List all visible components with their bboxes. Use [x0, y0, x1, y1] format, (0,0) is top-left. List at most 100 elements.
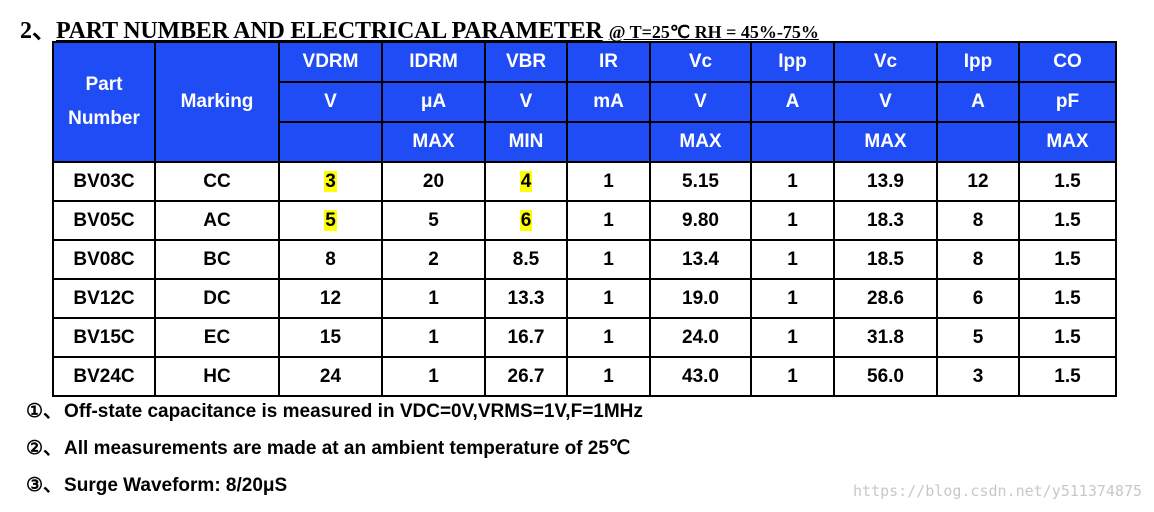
part-number-cell: BV08C	[52, 239, 156, 280]
ipp-cell: 8	[936, 239, 1020, 280]
vbr-cell: 13.3	[484, 278, 568, 319]
co-cell: 1.5	[1018, 317, 1117, 358]
ipp-cell: 8	[936, 200, 1020, 241]
header-param-limit: MAX	[381, 121, 486, 163]
table-row: BV15C EC 15 1 16.7 1 24.0 1 31.8 5 1.5	[52, 317, 1117, 358]
highlighted-value: 3	[324, 170, 337, 192]
ipp-cell: 5	[936, 317, 1020, 358]
vc-cell: 9.80	[649, 200, 752, 241]
marking-cell: EC	[154, 317, 280, 358]
part-number-cell: BV15C	[52, 317, 156, 358]
vc-cell: 5.15	[649, 161, 752, 202]
section-heading: 2、PART NUMBER AND ELECTRICAL PARAMETER @ …	[20, 10, 819, 45]
header-row-names: Part Number Marking VDRM IDRM VBR IR Vc …	[52, 41, 1117, 163]
ir-cell: 1	[566, 278, 651, 319]
header-part-number: Part Number	[52, 41, 156, 163]
vbr-cell: 8.5	[484, 239, 568, 280]
ipp-cell: 1	[750, 239, 835, 280]
vc-cell: 18.5	[833, 239, 938, 280]
header-param-unit: mA	[566, 81, 651, 123]
table-row: BV08C BC 8 2 8.5 1 13.4 1 18.5 8 1.5	[52, 239, 1117, 280]
marking-cell: BC	[154, 239, 280, 280]
co-cell: 1.5	[1018, 278, 1117, 319]
header-param-name: VDRM	[278, 41, 383, 83]
ipp-cell: 3	[936, 356, 1020, 397]
ipp-cell: 1	[750, 200, 835, 241]
idrm-cell: 1	[381, 356, 486, 397]
header-param-name: VBR	[484, 41, 568, 83]
vc-cell: 43.0	[649, 356, 752, 397]
table-row: BV03C CC 3 20 4 1 5.15 1 13.9 12 1.5	[52, 161, 1117, 202]
vc-cell: 13.9	[833, 161, 938, 202]
header-param-limit	[566, 121, 651, 163]
header-param-name: Ipp	[750, 41, 835, 83]
test-conditions: @ T=25℃ RH = 45%-75%	[608, 22, 819, 42]
note-item: ②、 All measurements are made at an ambien…	[26, 435, 643, 472]
vdrm-cell: 24	[278, 356, 383, 397]
vc-cell: 56.0	[833, 356, 938, 397]
note-text: Surge Waveform: 8/20μS	[64, 475, 288, 496]
header-param-name: IDRM	[381, 41, 486, 83]
note-item: ③、 Surge Waveform: 8/20μS	[26, 472, 643, 509]
header-param-limit	[278, 121, 383, 163]
co-cell: 1.5	[1018, 239, 1117, 280]
vbr-cell: 16.7	[484, 317, 568, 358]
vc-cell: 28.6	[833, 278, 938, 319]
section-number: 2、	[20, 18, 56, 44]
header-param-limit: MIN	[484, 121, 568, 163]
header-param-unit: μA	[381, 81, 486, 123]
co-cell: 1.5	[1018, 161, 1117, 202]
vbr-cell: 4	[484, 161, 568, 202]
table-row: BV12C DC 12 1 13.3 1 19.0 1 28.6 6 1.5	[52, 278, 1117, 319]
ir-cell: 1	[566, 239, 651, 280]
vdrm-cell: 3	[278, 161, 383, 202]
header-param-limit	[936, 121, 1020, 163]
header-param-unit: A	[750, 81, 835, 123]
header-param-limit: MAX	[833, 121, 938, 163]
header-param-limit	[750, 121, 835, 163]
vdrm-cell: 15	[278, 317, 383, 358]
co-cell: 1.5	[1018, 200, 1117, 241]
header-param-unit: V	[484, 81, 568, 123]
marking-cell: HC	[154, 356, 280, 397]
co-cell: 1.5	[1018, 356, 1117, 397]
ir-cell: 1	[566, 317, 651, 358]
table-row: BV24C HC 24 1 26.7 1 43.0 1 56.0 3 1.5	[52, 356, 1117, 397]
parameter-table: Part Number Marking VDRM IDRM VBR IR Vc …	[52, 41, 1117, 397]
highlighted-value: 5	[324, 209, 337, 231]
notes-list: ①、 Off-state capacitance is measured in V…	[26, 398, 643, 509]
ir-cell: 1	[566, 356, 651, 397]
marking-cell: CC	[154, 161, 280, 202]
ipp-cell: 1	[750, 278, 835, 319]
vbr-cell: 26.7	[484, 356, 568, 397]
header-param-name: Vc	[649, 41, 752, 83]
idrm-cell: 1	[381, 317, 486, 358]
ipp-cell: 1	[750, 356, 835, 397]
header-row-limits: MAX MIN MAX MAX MAX	[53, 121, 1117, 163]
note-marker: ①、	[26, 401, 63, 422]
header-param-unit: V	[649, 81, 752, 123]
ipp-cell: 1	[750, 161, 835, 202]
ir-cell: 1	[566, 200, 651, 241]
header-param-limit: MAX	[1018, 121, 1117, 163]
ipp-cell: 6	[936, 278, 1020, 319]
marking-cell: DC	[154, 278, 280, 319]
note-text: Off-state capacitance is measured in VDC…	[64, 401, 643, 422]
vdrm-cell: 5	[278, 200, 383, 241]
idrm-cell: 20	[381, 161, 486, 202]
note-item: ①、 Off-state capacitance is measured in V…	[26, 398, 643, 435]
part-number-cell: BV03C	[52, 161, 156, 202]
ir-cell: 1	[566, 161, 651, 202]
vc-cell: 13.4	[649, 239, 752, 280]
note-text: All measurements are made at an ambient …	[64, 438, 631, 459]
watermark: https://blog.csdn.net/y511374875	[853, 482, 1142, 500]
idrm-cell: 2	[381, 239, 486, 280]
part-number-cell: BV24C	[52, 356, 156, 397]
ipp-cell: 1	[750, 317, 835, 358]
ipp-cell: 12	[936, 161, 1020, 202]
highlighted-value: 6	[519, 209, 533, 231]
vbr-cell: 6	[484, 200, 568, 241]
header-param-name: Vc	[833, 41, 938, 83]
header-param-name: IR	[566, 41, 651, 83]
header-param-unit: V	[278, 81, 383, 123]
